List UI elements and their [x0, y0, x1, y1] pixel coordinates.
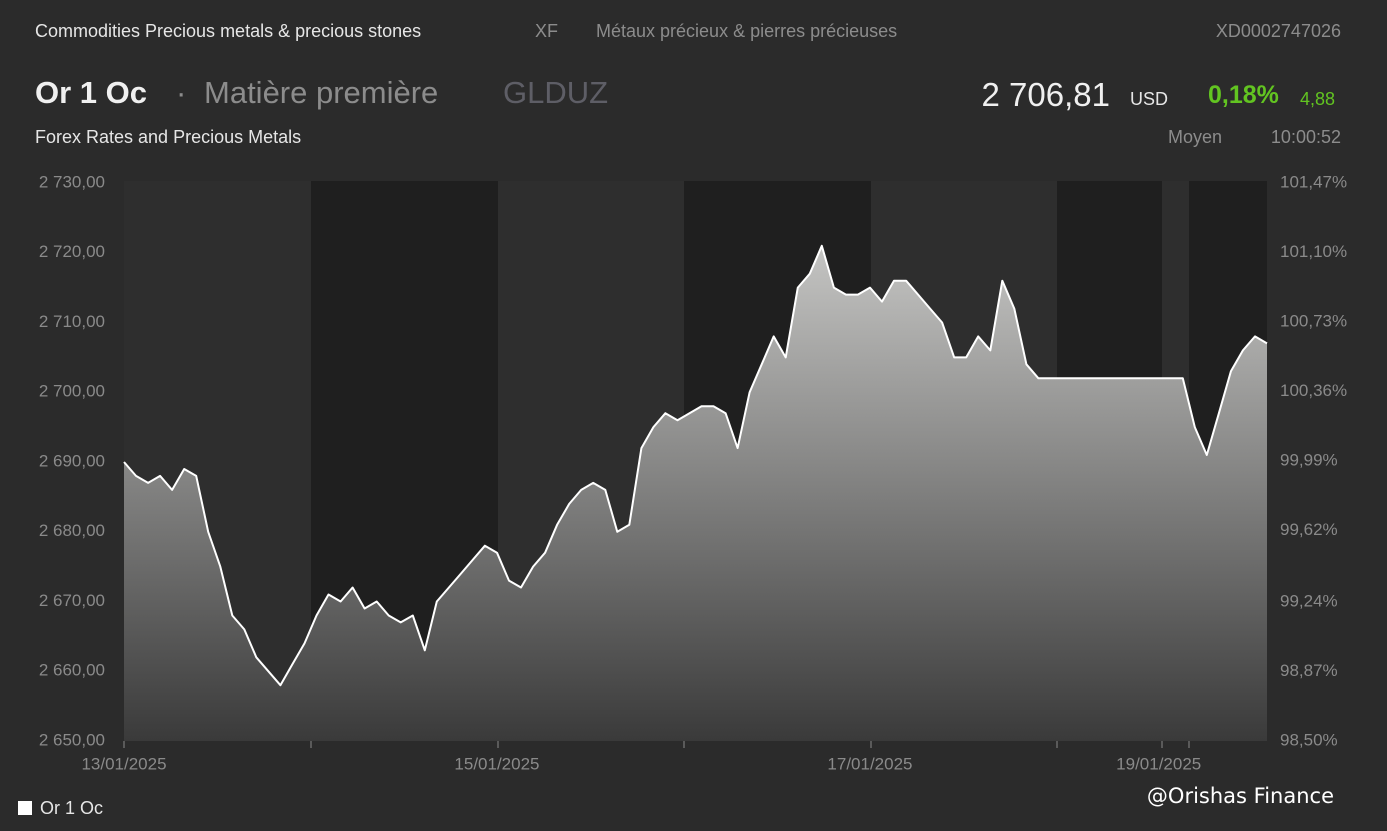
y2-tick-label: 100,73%	[1280, 312, 1347, 331]
plot	[123, 244, 1268, 742]
x-tick-label: 13/01/2025	[81, 754, 166, 773]
x-tick-label: 15/01/2025	[454, 754, 539, 773]
y2-tick-label: 98,87%	[1280, 661, 1338, 680]
change-abs: 4,88	[1300, 89, 1336, 109]
french-name: Métaux précieux & pierres précieuses	[596, 21, 898, 41]
x-tick-marks	[123, 741, 1190, 748]
y-tick-label: 2 660,00	[39, 661, 105, 680]
legend-swatch	[18, 801, 32, 815]
time: 10:00:52	[1270, 127, 1341, 147]
price: 2 706,81	[981, 76, 1110, 113]
exchange: XF	[535, 21, 559, 41]
y-tick-label: 2 730,00	[39, 172, 105, 191]
watermark: @Orishas Finance	[1147, 784, 1334, 808]
legend-label: Or 1 Oc	[40, 798, 103, 818]
instrument-kind: Matière première	[204, 75, 439, 110]
x-tick-label: 17/01/2025	[827, 754, 912, 773]
separator: ·	[176, 75, 187, 110]
area	[124, 245, 1267, 742]
source: Forex Rates and Precious Metals	[35, 127, 302, 147]
ticker: GLDUZ	[503, 75, 609, 110]
y-tick-label: 2 700,00	[39, 382, 105, 401]
price-type: Moyen	[1168, 127, 1223, 147]
y2-tick-label: 101,10%	[1280, 242, 1347, 261]
isin: XD0002747026	[1215, 21, 1341, 41]
line	[123, 244, 1268, 687]
y-tick-label: 2 690,00	[39, 451, 105, 470]
y2-tick-label: 99,62%	[1280, 520, 1338, 539]
y2-tick-label: 99,99%	[1280, 451, 1338, 470]
breadcrumb: Commodities Precious metals & precious s…	[35, 21, 422, 41]
y2-tick-label: 100,36%	[1280, 381, 1347, 400]
instrument-name: Or 1 Oc	[35, 75, 147, 110]
y-tick-label: 2 680,00	[39, 521, 105, 540]
currency: USD	[1130, 89, 1169, 109]
change-pct: 0,18%	[1208, 81, 1279, 109]
y2-tick-label: 98,50%	[1280, 730, 1338, 749]
x-tick-label: 19/01/2025	[1116, 754, 1201, 773]
y-tick-label: 2 650,00	[39, 730, 105, 749]
y-tick-label: 2 710,00	[39, 312, 105, 331]
y2-tick-label: 101,47%	[1280, 172, 1347, 191]
y-tick-label: 2 670,00	[39, 591, 105, 610]
y2-tick-label: 99,24%	[1280, 591, 1338, 610]
y-tick-label: 2 720,00	[39, 242, 105, 261]
